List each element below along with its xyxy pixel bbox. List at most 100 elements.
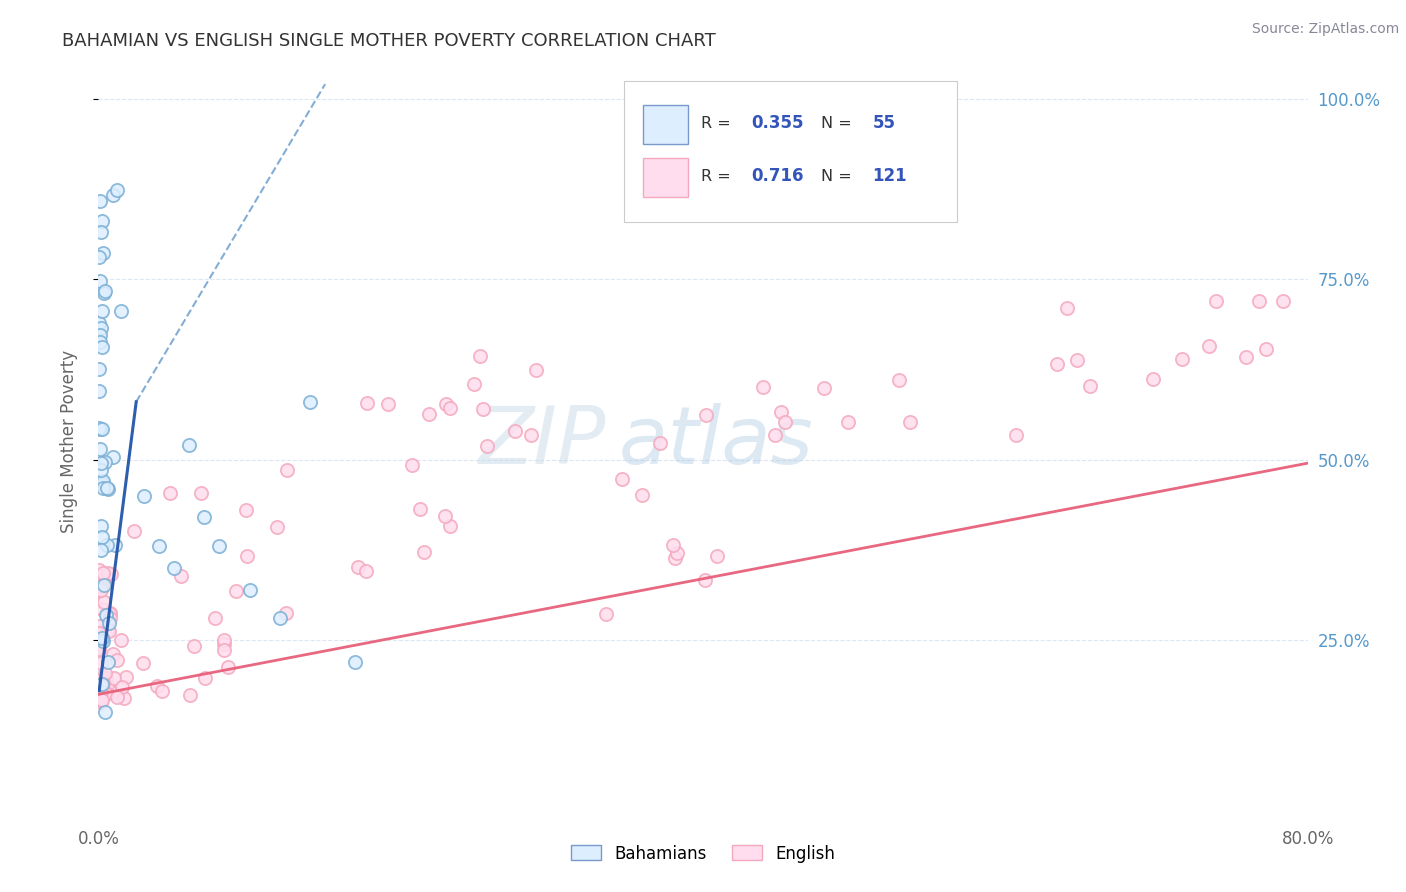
Point <box>90 456 112 470</box>
Point <box>89 250 111 264</box>
Point <box>89 642 111 657</box>
Point <box>1234 351 1257 365</box>
Point <box>773 415 796 429</box>
Point <box>110 633 132 648</box>
Point <box>105 652 128 666</box>
Point <box>1142 372 1164 386</box>
Point <box>212 632 235 647</box>
Point <box>770 405 793 419</box>
Text: 55: 55 <box>872 114 896 132</box>
Point <box>1272 293 1295 308</box>
Point <box>100 566 122 581</box>
Point <box>91 303 114 318</box>
Point <box>94 666 117 681</box>
Point <box>89 384 111 399</box>
Point <box>1254 343 1277 357</box>
Point <box>101 450 124 464</box>
Point <box>114 670 136 684</box>
Point <box>90 214 112 228</box>
Point <box>91 476 114 491</box>
Point <box>91 422 114 436</box>
Point <box>90 321 112 335</box>
Point <box>112 691 135 706</box>
Point <box>91 631 114 645</box>
Point <box>208 539 231 553</box>
Point <box>90 692 112 706</box>
Point <box>183 640 205 654</box>
Point <box>98 607 121 621</box>
Text: R =: R = <box>700 116 735 130</box>
Point <box>91 475 114 489</box>
Point <box>194 671 217 685</box>
Point <box>179 438 201 452</box>
Point <box>170 569 193 583</box>
Point <box>90 684 112 698</box>
Y-axis label: Single Mother Poverty: Single Mother Poverty <box>59 350 77 533</box>
Point <box>91 530 114 544</box>
Point <box>89 584 111 599</box>
Point <box>193 510 215 524</box>
Point <box>214 643 236 657</box>
Point <box>91 481 114 495</box>
Point <box>900 415 922 429</box>
Bar <box>643 158 689 197</box>
Point <box>89 563 111 577</box>
Point <box>90 677 112 691</box>
Text: 121: 121 <box>872 167 907 186</box>
Point <box>520 428 543 442</box>
Point <box>695 573 717 587</box>
Bar <box>643 105 689 145</box>
Point <box>1171 351 1194 366</box>
Point <box>148 539 170 553</box>
Point <box>90 695 112 709</box>
Point <box>101 647 124 661</box>
Point <box>610 472 633 486</box>
Point <box>412 545 434 559</box>
Point <box>503 425 526 439</box>
Point <box>1205 293 1227 308</box>
Point <box>93 595 115 609</box>
Point <box>354 564 377 578</box>
Text: 0.355: 0.355 <box>751 114 804 132</box>
Point <box>347 560 370 574</box>
Point <box>1056 301 1078 315</box>
Point <box>96 608 118 623</box>
Point <box>664 551 686 566</box>
Legend: Bahamians, English: Bahamians, English <box>564 838 842 869</box>
Point <box>132 656 155 670</box>
Point <box>434 509 457 524</box>
Point <box>110 304 132 318</box>
Point <box>96 607 118 622</box>
Point <box>89 328 111 343</box>
Point <box>94 685 117 699</box>
Point <box>105 690 128 704</box>
Point <box>225 584 247 599</box>
Point <box>356 396 378 410</box>
Point <box>91 693 114 707</box>
Point <box>89 274 111 288</box>
Point <box>751 380 773 394</box>
Point <box>439 518 461 533</box>
Point <box>91 245 114 260</box>
Point <box>122 524 145 539</box>
Point <box>96 538 118 552</box>
Point <box>104 538 127 552</box>
Point <box>89 579 111 593</box>
Point <box>90 225 112 239</box>
Point <box>236 549 259 563</box>
Point <box>90 579 112 593</box>
Point <box>179 688 201 702</box>
Point <box>96 687 118 701</box>
Text: BAHAMIAN VS ENGLISH SINGLE MOTHER POVERTY CORRELATION CHART: BAHAMIAN VS ENGLISH SINGLE MOTHER POVERT… <box>62 32 716 50</box>
Point <box>463 377 485 392</box>
Point <box>89 361 111 376</box>
Point <box>89 335 111 350</box>
Point <box>235 503 257 517</box>
Point <box>299 394 322 409</box>
Point <box>97 656 120 670</box>
Point <box>524 362 547 376</box>
Point <box>90 602 112 616</box>
Point <box>434 397 457 411</box>
Text: R =: R = <box>700 169 735 184</box>
Point <box>96 481 118 495</box>
